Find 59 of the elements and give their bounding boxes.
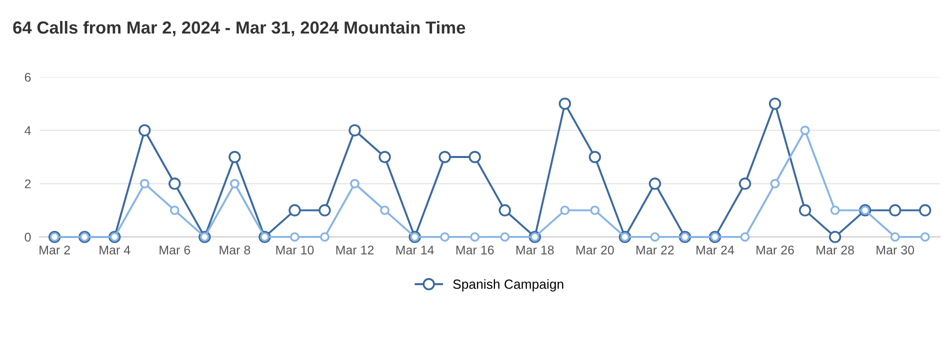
point — [800, 126, 810, 136]
point — [290, 232, 300, 242]
x-tick-label: Mar 30 — [876, 246, 914, 254]
point — [738, 178, 752, 190]
point — [468, 150, 481, 164]
x-tick-label: Mar 10 — [276, 246, 314, 254]
point — [588, 150, 602, 164]
y-tick-label: 4 — [24, 126, 31, 135]
legend-label: Spanish Campaign — [453, 279, 564, 292]
y-tick-label: 0 — [24, 232, 31, 242]
point — [648, 178, 662, 190]
x-tick-label: Mar 4 — [100, 246, 130, 254]
y-tick-label: 6 — [24, 72, 31, 82]
point — [348, 124, 361, 136]
point — [350, 178, 360, 188]
x-tick-label: Mar 2 — [40, 246, 70, 254]
point — [560, 206, 570, 216]
point — [920, 232, 930, 242]
point — [170, 206, 180, 216]
point — [288, 204, 301, 216]
point — [740, 232, 750, 242]
x-tick-label: Mar 20 — [576, 246, 614, 254]
chart-title: 64 Calls from Mar 2, 2024 - Mar 31, 2024 Mountain Time — [13, 20, 466, 36]
point — [770, 178, 780, 188]
y-tick-label: 2 — [24, 179, 31, 188]
x-tick-label: Mar 28 — [816, 246, 854, 254]
x-tick-label: Mar 8 — [220, 246, 250, 254]
x-tick-label: Mar 12 — [336, 246, 374, 254]
point — [138, 124, 151, 136]
point — [470, 232, 480, 242]
point — [378, 150, 391, 164]
point — [768, 98, 782, 110]
point — [168, 178, 181, 190]
point — [590, 206, 600, 216]
point — [888, 204, 902, 216]
x-tick-label: Mar 26 — [756, 246, 794, 254]
x-tick-label: Mar 16 — [456, 246, 494, 254]
x-tick-label: Mar 6 — [160, 246, 190, 254]
point — [498, 204, 511, 216]
point — [380, 206, 390, 216]
point — [230, 178, 240, 188]
point — [650, 232, 660, 242]
point — [438, 150, 451, 164]
point — [828, 230, 842, 244]
point — [318, 204, 331, 216]
point — [918, 204, 932, 216]
point — [890, 232, 900, 242]
point — [440, 232, 450, 242]
point — [140, 178, 150, 188]
point — [228, 150, 241, 164]
point — [798, 204, 812, 216]
point — [500, 232, 510, 242]
point — [830, 206, 840, 216]
x-tick-label: Mar 14 — [396, 246, 434, 254]
x-tick-label: Mar 18 — [516, 246, 554, 254]
point — [558, 98, 571, 110]
x-tick-label: Mar 24 — [696, 246, 734, 254]
point — [320, 232, 330, 242]
x-tick-label: Mar 22 — [636, 246, 674, 254]
